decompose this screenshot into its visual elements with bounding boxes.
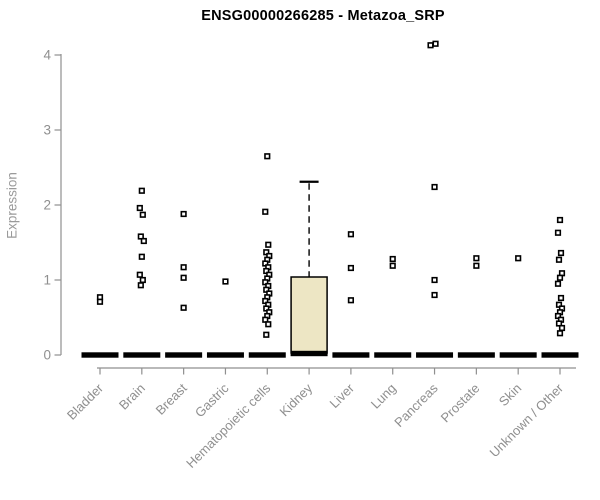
x-tick-label: Unknown / Other bbox=[487, 380, 567, 460]
x-tick-label: Gastric bbox=[192, 380, 232, 420]
outlier-point bbox=[431, 276, 438, 284]
outlier-point bbox=[556, 274, 564, 281]
outlier-point bbox=[265, 241, 272, 248]
y-tick-label: 4 bbox=[43, 48, 51, 63]
outlier-point bbox=[389, 262, 396, 269]
x-tick-label: Brain bbox=[116, 381, 148, 413]
outlier-point bbox=[347, 297, 355, 304]
y-tick-label: 1 bbox=[43, 273, 51, 288]
x-tick-label: Breast bbox=[153, 380, 190, 417]
outlier-point bbox=[180, 210, 187, 218]
outlier-point bbox=[138, 253, 145, 260]
outlier-point bbox=[137, 282, 144, 289]
outlier-point bbox=[431, 291, 438, 299]
outlier-point bbox=[347, 264, 355, 272]
y-tick-label: 0 bbox=[43, 348, 51, 363]
outlier-point bbox=[263, 331, 270, 338]
outlier-point bbox=[264, 153, 271, 160]
median-bar bbox=[541, 352, 579, 358]
x-tick-label: Bladder bbox=[64, 380, 107, 423]
outlier-point bbox=[515, 255, 522, 262]
outlier-point bbox=[473, 262, 480, 269]
outlier-point bbox=[389, 255, 396, 263]
median-bar bbox=[499, 352, 537, 358]
median-bar bbox=[123, 352, 161, 358]
outlier-point bbox=[557, 249, 565, 257]
outlier-point bbox=[556, 330, 564, 337]
outlier-point bbox=[138, 187, 145, 194]
outlier-point bbox=[136, 204, 143, 212]
median-bar bbox=[165, 352, 203, 358]
outlier-point bbox=[554, 229, 562, 236]
outlier-point bbox=[431, 183, 438, 191]
outlier-point bbox=[427, 42, 434, 49]
x-tick-label: Skin bbox=[496, 381, 524, 409]
x-tick-label: Lung bbox=[368, 381, 399, 412]
outlier-point bbox=[347, 231, 355, 238]
outlier-point bbox=[136, 271, 143, 278]
outlier-point bbox=[558, 324, 566, 332]
x-tick-label: Prostate bbox=[438, 381, 483, 426]
median-bar bbox=[290, 350, 328, 357]
median-bar bbox=[332, 352, 370, 358]
outlier-point bbox=[555, 256, 563, 263]
outlier-point bbox=[140, 237, 147, 245]
outlier-point bbox=[180, 264, 187, 271]
outlier-point bbox=[180, 274, 187, 281]
chart-title: ENSG00000266285 - Metazoa_SRP bbox=[201, 8, 445, 24]
x-tick-label: Liver bbox=[326, 380, 357, 411]
outlier-point bbox=[557, 294, 565, 302]
outlier-point bbox=[554, 280, 562, 287]
median-bar bbox=[457, 352, 495, 358]
y-tick-label: 2 bbox=[43, 198, 51, 213]
box bbox=[290, 276, 328, 354]
x-tick-label: Pancreas bbox=[391, 380, 441, 430]
median-bar bbox=[81, 352, 119, 358]
outlier-point bbox=[180, 304, 187, 311]
outlier-point bbox=[556, 216, 564, 224]
outlier-point bbox=[432, 40, 439, 47]
outlier-point bbox=[473, 255, 480, 262]
median-bar bbox=[206, 352, 244, 358]
outlier-point bbox=[265, 321, 272, 328]
outlier-point bbox=[139, 211, 146, 218]
median-bar bbox=[374, 352, 412, 358]
y-tick-label: 3 bbox=[43, 123, 51, 138]
outlier-point bbox=[222, 278, 229, 285]
median-bar bbox=[248, 352, 286, 358]
outlier-point bbox=[262, 208, 269, 215]
outlier-point bbox=[96, 298, 104, 305]
median-bar bbox=[416, 352, 454, 358]
x-tick-label: Kidney bbox=[276, 380, 315, 419]
outlier-point bbox=[139, 276, 146, 284]
